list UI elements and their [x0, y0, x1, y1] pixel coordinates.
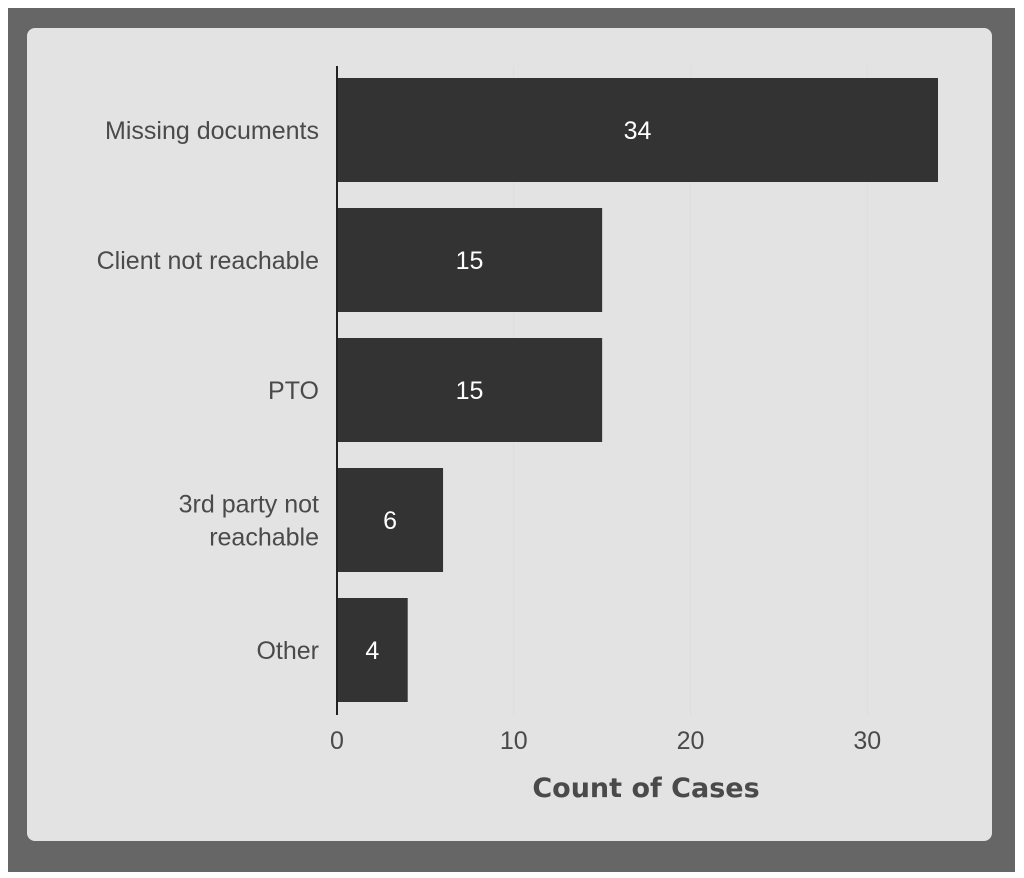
x-tick-label-30: 30	[853, 727, 881, 755]
bar-value-label-4: 4	[365, 637, 379, 665]
bar-value-label-1: 15	[456, 247, 484, 275]
category-label-3: 3rd party not reachable	[179, 491, 319, 552]
x-tick-label-20: 20	[677, 727, 705, 755]
x-tick-label-0: 0	[330, 727, 344, 755]
bar-labels: 34 15 15 6 4	[365, 117, 651, 665]
category-label-4: Other	[256, 637, 319, 665]
bar-0	[337, 78, 938, 182]
bar-2	[337, 338, 603, 442]
bar-value-label-0: 34	[624, 117, 652, 145]
x-tick-label-10: 10	[500, 727, 528, 755]
bar-4	[337, 598, 408, 702]
bars	[337, 78, 938, 702]
bar-3	[337, 468, 444, 572]
x-tick-labels: 0 10 20 30	[330, 727, 881, 755]
bar-1	[337, 208, 603, 312]
x-axis-title: Count of Cases	[532, 773, 759, 804]
bar-value-label-2: 15	[456, 377, 484, 405]
bar-value-label-3: 6	[383, 507, 397, 535]
category-labels: Missing documents Client not reachable PTO…	[97, 117, 319, 665]
category-label-0: Missing documents	[105, 117, 319, 145]
category-label-1: Client not reachable	[97, 247, 319, 275]
category-label-2: PTO	[268, 377, 319, 405]
